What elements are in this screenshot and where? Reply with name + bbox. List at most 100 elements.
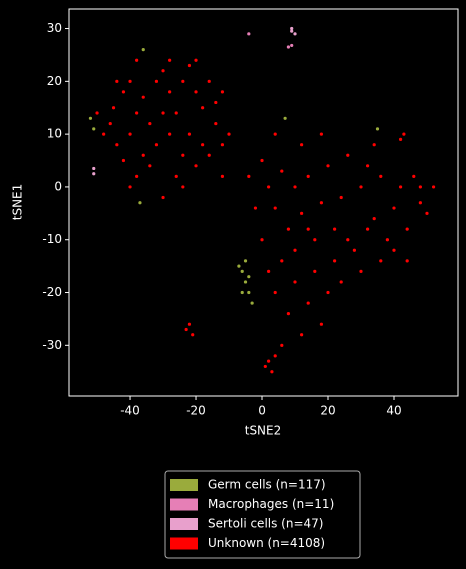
y-tick-label: -30	[42, 338, 62, 352]
point	[237, 264, 241, 268]
point	[270, 370, 274, 374]
point	[121, 90, 126, 94]
point	[398, 185, 403, 189]
plot-frame	[68, 8, 459, 397]
point	[174, 174, 178, 178]
y-tick-label: -20	[42, 285, 62, 299]
point	[267, 359, 271, 363]
point	[286, 45, 291, 49]
point	[201, 106, 205, 110]
point	[286, 312, 291, 316]
point	[187, 322, 192, 326]
point	[280, 259, 284, 263]
point	[300, 211, 304, 215]
point	[418, 185, 422, 189]
point	[352, 248, 356, 252]
point	[154, 79, 159, 83]
x-tick-label: 40	[386, 404, 401, 418]
point	[293, 248, 297, 252]
point	[283, 116, 287, 120]
point	[247, 290, 251, 295]
point	[293, 32, 297, 36]
legend-swatch	[170, 537, 198, 550]
point	[313, 238, 317, 242]
point	[313, 269, 317, 273]
point	[273, 290, 277, 295]
point	[306, 301, 310, 305]
point	[247, 32, 251, 36]
point	[290, 29, 294, 33]
point	[88, 116, 93, 120]
point	[286, 227, 291, 231]
point	[115, 143, 119, 147]
x-tick-label: 0	[258, 404, 266, 418]
point	[319, 201, 324, 205]
point	[168, 90, 172, 94]
legend-label: Germ cells (n=117)	[208, 478, 326, 492]
point	[260, 238, 264, 242]
point	[194, 58, 198, 62]
legend-swatch	[170, 498, 198, 511]
point	[121, 158, 126, 163]
point	[240, 269, 244, 273]
point	[280, 169, 284, 173]
y-tick-label: 30	[47, 21, 62, 35]
point	[220, 143, 225, 147]
legend-label: Sertoli cells (n=47)	[208, 517, 323, 531]
point	[280, 343, 284, 347]
point	[92, 172, 96, 176]
point	[333, 227, 337, 231]
point	[247, 174, 251, 178]
point	[184, 327, 188, 332]
point	[290, 26, 294, 31]
point	[95, 111, 99, 115]
point	[319, 322, 324, 326]
legend-frame	[164, 470, 361, 559]
point	[128, 132, 132, 136]
y-tick-label: -10	[42, 232, 62, 246]
point	[425, 211, 429, 215]
point	[346, 238, 350, 242]
point	[92, 127, 96, 131]
point	[267, 269, 271, 273]
point	[194, 90, 198, 94]
y-tick-label: 0	[54, 179, 62, 193]
point	[253, 206, 258, 210]
x-axis-label: tSNE2	[245, 424, 282, 438]
point	[359, 269, 363, 273]
legend-label: Macrophages (n=11)	[208, 497, 334, 511]
point	[194, 164, 198, 168]
point	[306, 174, 310, 178]
point	[161, 111, 165, 115]
point	[168, 58, 172, 62]
point	[263, 364, 267, 369]
point	[405, 259, 409, 263]
point	[135, 111, 139, 115]
point	[379, 174, 383, 178]
point	[359, 185, 363, 189]
point	[412, 174, 416, 178]
point	[181, 153, 185, 157]
point	[187, 132, 192, 136]
legend-swatch	[170, 518, 198, 530]
point	[207, 153, 211, 157]
x-tick-label: 20	[320, 404, 335, 418]
point	[392, 248, 396, 252]
point	[300, 143, 304, 147]
point	[148, 164, 152, 168]
point	[207, 79, 211, 83]
point	[201, 143, 205, 147]
point	[379, 259, 383, 263]
point	[375, 127, 380, 131]
point	[418, 201, 422, 205]
point	[102, 132, 106, 136]
point	[247, 275, 251, 279]
point	[333, 259, 337, 263]
point	[290, 43, 294, 48]
point	[135, 174, 139, 178]
point	[392, 206, 396, 210]
point	[243, 259, 248, 263]
point	[405, 227, 409, 231]
point	[227, 132, 231, 136]
point	[141, 95, 145, 99]
